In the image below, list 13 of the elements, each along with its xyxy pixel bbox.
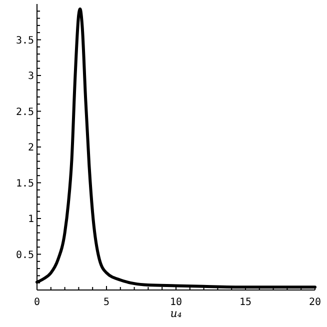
x-tick-label: 15 bbox=[239, 297, 252, 308]
y-tick-label: 1 bbox=[28, 214, 34, 225]
y-tick-label: 0.5 bbox=[16, 250, 34, 261]
y-tick-label: 3.5 bbox=[16, 35, 34, 46]
x-axis-title: u₄ bbox=[170, 307, 182, 320]
x-tick-label: 0 bbox=[34, 297, 40, 308]
x-tick-label: 10 bbox=[170, 297, 182, 308]
x-tick-label: 20 bbox=[308, 297, 322, 308]
y-tick-label: 2 bbox=[28, 142, 34, 154]
x-tick-label: 5 bbox=[103, 297, 110, 308]
y-tick-label: 1.5 bbox=[16, 178, 34, 190]
y-tick-label: 3 bbox=[28, 71, 34, 82]
y-tick-label: 2.5 bbox=[16, 106, 34, 118]
